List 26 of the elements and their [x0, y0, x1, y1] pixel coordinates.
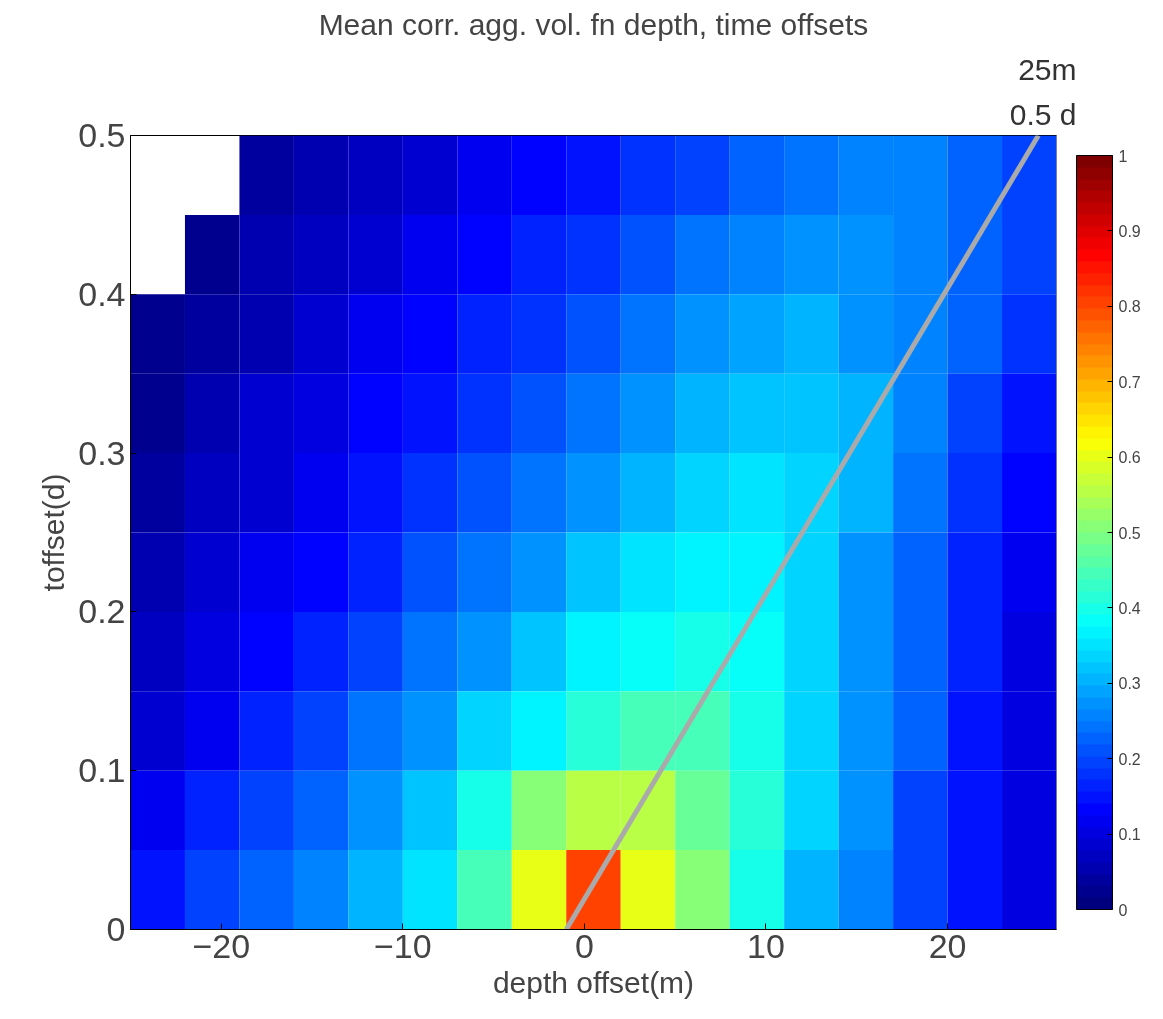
x-tick-label: 10 [747, 926, 785, 965]
text: 0.5 d [1009, 97, 1077, 131]
x-tick-label: 0 [574, 926, 594, 965]
color-bar-label: 0.6 [1118, 449, 1141, 467]
color-bar-label: 0.5 [1118, 524, 1141, 542]
color-bar-label: 0.1 [1118, 826, 1141, 844]
text: 25m [1018, 52, 1077, 86]
x-tick-label: −10 [374, 926, 432, 965]
color-bar-label: 0.4 [1118, 599, 1141, 617]
y-tick-label: 0.4 [78, 274, 126, 313]
color-bar-label: 1 [1118, 147, 1128, 165]
y-tick-label: 0.5 [78, 116, 126, 154]
y-axis-title: toffset(d) [37, 473, 71, 592]
y-tick-label: 0.1 [78, 751, 126, 790]
y-tick-label: 0.2 [78, 592, 126, 631]
x-tick-label: −20 [192, 926, 251, 965]
x-tick-label: 20 [928, 926, 967, 965]
color-bar-label: 0.7 [1118, 373, 1141, 391]
x-axis-title: depth offset(m) [492, 965, 695, 999]
chart-title: Mean corr. agg. vol. fn depth, time offsets [318, 7, 869, 41]
color-bar-label: 0 [1118, 901, 1128, 919]
color-bar-label: 0.2 [1118, 750, 1141, 768]
color-bar-label: 0.9 [1118, 222, 1141, 240]
color-bar-label: 0.8 [1118, 298, 1141, 316]
color-bar-label: 0.3 [1118, 675, 1141, 693]
y-tick-label: 0.3 [78, 433, 126, 472]
